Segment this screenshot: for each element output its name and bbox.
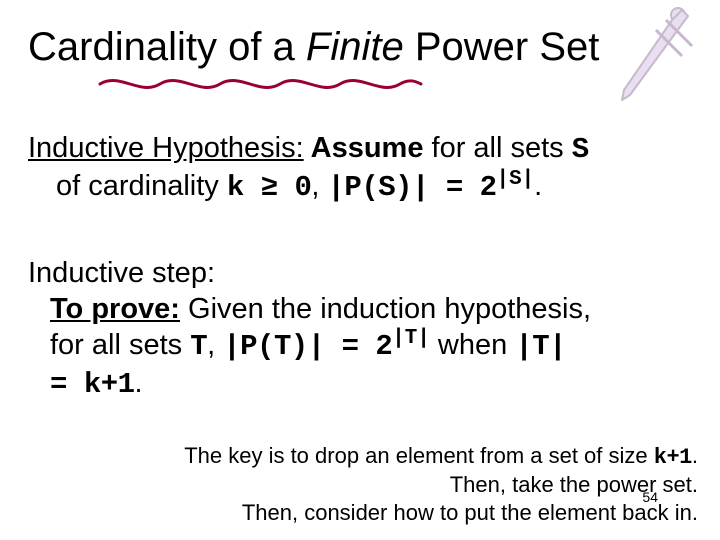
- step-forall: for all sets: [50, 329, 190, 361]
- hypothesis-period: .: [534, 170, 542, 202]
- hypothesis-cardinality: of cardinality: [56, 170, 227, 202]
- hypothesis-exp: |S|: [497, 168, 535, 191]
- footer-hint: The key is to drop an element from a set…: [184, 442, 698, 527]
- hypothesis-prefix: Inductive Hypothesis:: [28, 132, 304, 164]
- title-pre: Cardinality of a: [28, 25, 306, 69]
- step-period: .: [135, 367, 143, 399]
- step-pt: |P(T)| = 2: [223, 330, 392, 363]
- title-finite: Finite: [306, 25, 404, 69]
- step-exp: |T|: [392, 327, 430, 350]
- step-comma1: ,: [207, 329, 223, 361]
- footer-l1-post: .: [692, 443, 698, 468]
- hypothesis-line1: Inductive Hypothesis: Assume for all set…: [28, 130, 692, 168]
- step-heading: Inductive step:: [28, 255, 692, 291]
- footer-line1: The key is to drop an element from a set…: [184, 442, 698, 472]
- hypothesis-assume: Assume: [304, 132, 424, 164]
- footer-line2: Then, take the power set.: [184, 471, 698, 499]
- hypothesis-line2: of cardinality k ≥ 0, |P(S)| = 2|S|.: [28, 168, 692, 206]
- step-given: Given the induction hypothesis,: [180, 293, 591, 325]
- inductive-hypothesis: Inductive Hypothesis: Assume for all set…: [28, 130, 692, 207]
- step-toprove: To prove:: [50, 293, 180, 325]
- step-line3: for all sets T, |P(T)| = 2|T| when |T|: [28, 327, 692, 365]
- hypothesis-ps: |P(S)| = 2: [328, 171, 497, 204]
- title-post: Power Set: [404, 25, 600, 69]
- step-line4: = k+1.: [28, 365, 692, 403]
- hypothesis-S: S: [572, 133, 589, 166]
- hypothesis-k: k: [227, 171, 244, 204]
- squiggle-path: [100, 81, 421, 88]
- step-eq: =: [50, 368, 84, 401]
- footer-kp1: k+1: [654, 445, 692, 470]
- hypothesis-comma: ,: [311, 170, 327, 202]
- hypothesis-after: for all sets: [423, 132, 571, 164]
- squiggle-underline: [95, 70, 425, 100]
- step-line2: To prove: Given the induction hypothesis…: [28, 291, 692, 327]
- inductive-step: Inductive step: To prove: Given the indu…: [28, 255, 692, 404]
- slide-title: Cardinality of a Finite Power Set: [28, 24, 692, 70]
- footer-line3: Then, consider how to put the element ba…: [184, 499, 698, 527]
- step-kp1: k+1: [84, 368, 135, 401]
- step-absT: |T|: [515, 330, 566, 363]
- hypothesis-geq: ≥ 0: [244, 171, 312, 204]
- page-number: 54: [642, 489, 658, 505]
- step-when: when: [430, 329, 515, 361]
- step-T: T: [190, 330, 207, 363]
- footer-l1-pre: The key is to drop an element from a set…: [184, 443, 654, 468]
